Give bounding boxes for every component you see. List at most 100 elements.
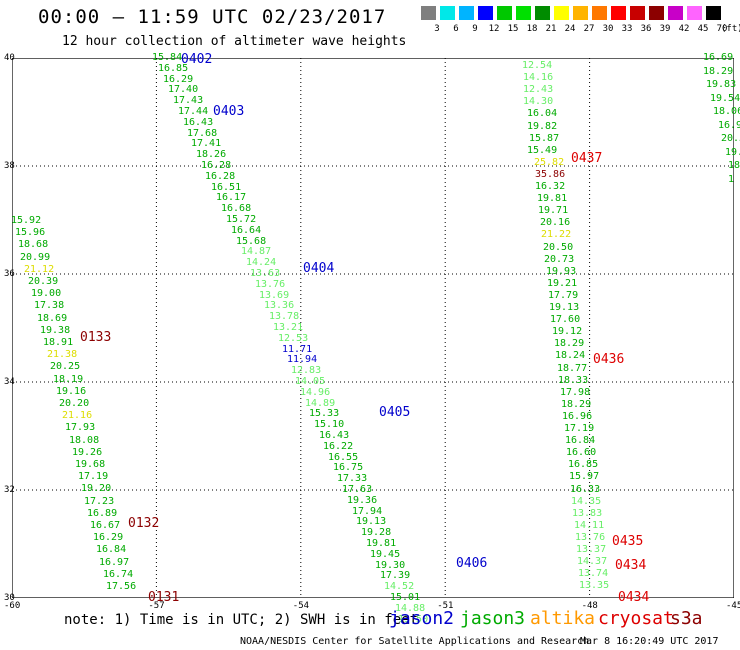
swh-value: 20.39: [28, 276, 59, 287]
swh-value: 12.83: [291, 365, 322, 377]
swh-value: 11.71: [282, 343, 313, 355]
swh-value: 19.13: [356, 516, 387, 528]
y-tick-label: 34: [4, 377, 15, 387]
swh-value: 17.44: [178, 106, 209, 117]
swh-value: 19.71: [538, 205, 569, 217]
swh-value: 17.23: [84, 495, 115, 507]
swh-value: 13.69: [259, 289, 290, 301]
swh-value: 16.97: [99, 556, 130, 568]
legend-swatch: [573, 6, 588, 20]
map-plot: [12, 58, 734, 598]
swh-value: 19.13: [549, 302, 580, 313]
legend-label: 12: [488, 24, 500, 34]
swh-value: 18.29: [554, 338, 585, 350]
chart-title: 00:00 – 11:59 UTC 02/23/2017: [38, 6, 387, 28]
legend-swatch: [478, 6, 493, 20]
swh-value: 16.17: [216, 192, 247, 204]
swh-value: 19.81: [366, 538, 397, 549]
swh-value: 20.73: [544, 253, 575, 265]
track-id-label: 0434: [615, 558, 647, 573]
swh-value: 15.49: [527, 144, 558, 156]
swh-value: 16.28: [201, 160, 232, 171]
swh-value: 21.12: [24, 263, 55, 275]
swh-value: 16.75: [333, 462, 364, 474]
legend-label: 39: [659, 24, 671, 34]
swh-value: 18.24: [555, 350, 586, 362]
satellite-s3a: s3a: [670, 608, 703, 629]
footnote: note: 1) Time is in UTC; 2) SWH is in fe…: [64, 612, 419, 628]
legend-swatch: [497, 6, 512, 20]
swh-value: 18.91: [43, 337, 74, 348]
swh-value: 20.99: [20, 251, 51, 263]
swh-value: 15.87: [529, 132, 560, 144]
swh-value: 13.83: [572, 507, 603, 519]
legend-swatch: [516, 6, 531, 20]
x-tick-label: -57: [148, 601, 165, 611]
legend-label: 42: [678, 24, 690, 34]
legend-swatch: [421, 6, 436, 20]
swh-value: 19.81: [537, 193, 568, 205]
credit-line: NOAA/NESDIS Center for Satellite Applica…: [240, 636, 590, 647]
track-id-label: 0437: [571, 151, 603, 166]
swh-value: 16.28: [205, 170, 236, 182]
legend-swatch: [554, 6, 569, 20]
track-id-label: 0133: [80, 330, 112, 345]
track-id-label: 0434: [618, 590, 650, 605]
swh-value: 16.43: [183, 116, 214, 128]
swh-value: 20.50: [543, 241, 574, 253]
swh-value: 15.84: [152, 52, 183, 63]
swh-value: 16.68: [221, 203, 252, 215]
swh-value: 16.22: [323, 440, 354, 452]
legend-label: 24: [564, 24, 576, 34]
track-id-label: 0404: [303, 261, 335, 276]
swh-value: 19.54: [710, 92, 740, 104]
swh-value: 16.29: [163, 73, 194, 85]
legend-swatch: [459, 6, 474, 20]
satellite-jason3: jason3: [460, 608, 526, 629]
swh-value: 15.72: [226, 214, 257, 225]
legend-unit: (ft): [721, 24, 740, 34]
satellite-jason2: jason2: [389, 608, 455, 629]
swh-value: 14.52: [384, 581, 415, 593]
swh-value: 13.78: [269, 311, 300, 323]
legend-label: 70: [716, 24, 728, 34]
swh-value: 18.19: [53, 373, 84, 385]
swh-value: 16.9: [718, 119, 740, 131]
track-id-label: 0131: [148, 590, 180, 605]
legend-label: 18: [526, 24, 538, 34]
track-id-label: 0436: [593, 352, 625, 367]
swh-value: 18.33: [558, 374, 589, 386]
swh-value: 19.82: [527, 120, 558, 132]
swh-value: 14.24: [246, 257, 277, 269]
swh-value: 17.43: [173, 95, 204, 107]
swh-value: 1: [728, 173, 735, 185]
swh-value: 19.83: [706, 79, 737, 90]
swh-value: 18.26: [196, 149, 227, 161]
swh-value: 16.43: [319, 430, 350, 441]
legend-swatch: [706, 6, 721, 20]
satellite-altika: altika: [530, 608, 596, 629]
swh-value: 17.40: [168, 84, 199, 96]
swh-value: 16.96: [562, 410, 593, 422]
swh-value: 16.29: [93, 532, 124, 544]
swh-value: 17.33: [337, 473, 368, 485]
swh-value: 20.5: [721, 133, 740, 144]
swh-value: 15.68: [236, 235, 267, 247]
swh-value: 17.94: [352, 505, 383, 517]
swh-value: 19.38: [40, 324, 71, 336]
generated-timestamp: Mar 8 16:20:49 UTC 2017: [580, 636, 719, 647]
swh-value: 17.19: [78, 471, 109, 483]
swh-value: 19.26: [72, 446, 103, 458]
track-id-label: 0402: [181, 52, 213, 67]
swh-value: 14.87: [241, 246, 272, 258]
y-tick-label: 36: [4, 269, 15, 279]
swh-value: 14.35: [571, 495, 602, 507]
swh-value: 18.69: [37, 312, 68, 324]
track-id-label: 0132: [128, 516, 160, 531]
swh-value: 13.35: [579, 580, 610, 592]
swh-value: 16.33: [570, 483, 601, 495]
legend-swatch: [630, 6, 645, 20]
swh-value: 17.68: [187, 127, 218, 139]
swh-value: 16.84: [565, 435, 596, 447]
swh-value: 15.01: [390, 592, 421, 603]
